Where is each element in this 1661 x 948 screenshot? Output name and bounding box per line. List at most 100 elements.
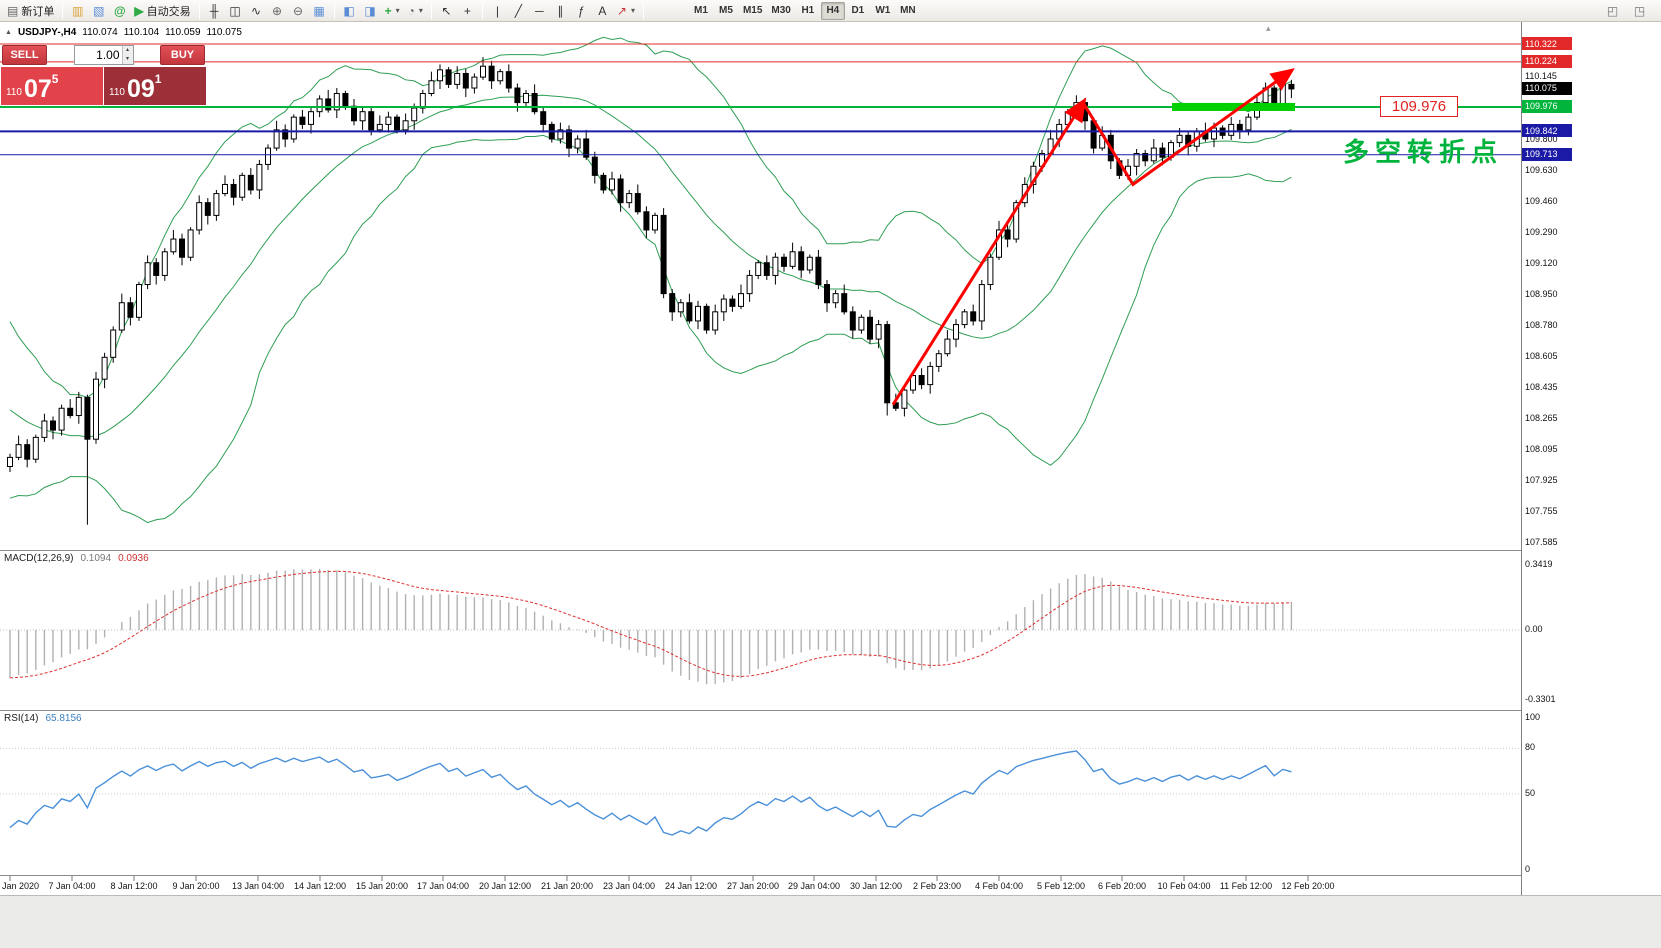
arrows-tool-button[interactable]: ↗ ▾	[614, 1, 638, 20]
time-axis-label: 9 Jan 20:00	[172, 881, 220, 891]
rsi-label: RSI(14) 65.8156	[4, 713, 82, 724]
panel-separator[interactable]	[0, 550, 1572, 551]
window-restore-icon[interactable]: ◰	[1606, 3, 1619, 18]
time-axis-label: 17 Jan 04:00	[416, 881, 470, 891]
volume-down-icon[interactable]: ▾	[122, 55, 133, 64]
buy-price-pip: 1	[154, 72, 162, 86]
arrange-charts-alt-button[interactable]: ◨	[361, 1, 380, 20]
buy-price-big: 09	[126, 75, 155, 103]
channel-tool-button[interactable]: ∥	[551, 1, 570, 20]
macd-value-signal: 0.0936	[118, 553, 149, 564]
toolbar-separator	[642, 2, 644, 19]
auto-trading-button[interactable]: ▶ 自动交易	[131, 1, 193, 20]
sell-button[interactable]: SELL	[2, 45, 47, 65]
arrange-charts-button[interactable]: ◧	[340, 1, 359, 20]
period-button[interactable]: ◔ ▾	[405, 1, 426, 20]
zoom-out-icon: ⊖	[293, 3, 304, 18]
new-order-button[interactable]: ▤ 新订单	[4, 1, 57, 20]
price-scale-label: 109.120	[1525, 257, 1558, 268]
price-scale-label: 107.755	[1525, 506, 1558, 517]
add-indicator-button[interactable]: + ▾	[382, 1, 403, 20]
profiles-icon: ▧	[93, 3, 105, 18]
time-axis-label: 10 Feb 04:00	[1157, 881, 1211, 891]
rsi-scale-80: 80	[1525, 742, 1536, 752]
line-chart-button[interactable]: ∿	[247, 1, 266, 20]
community-button[interactable]: @	[110, 1, 129, 20]
time-axis-label: 13 Jan 04:00	[231, 881, 285, 891]
ohlc-close: 110.075	[206, 27, 242, 38]
macd-value-main: 0.1094	[80, 553, 112, 564]
collapse-trade-panel-icon[interactable]: ▲	[5, 29, 12, 36]
price-scale-label: 107.585	[1525, 536, 1558, 547]
price-scale-label: 109.290	[1525, 226, 1558, 237]
timeframe-button-m15[interactable]: M15	[742, 5, 763, 16]
price-tag: 109.713	[1522, 147, 1572, 161]
crosshair-tool-button[interactable]: +	[458, 1, 477, 20]
timeframe-button-d1[interactable]: D1	[851, 5, 865, 16]
macd-scale-top: 0.3419	[1525, 559, 1553, 569]
toolbar-right-icons: ◰ ◳	[1603, 1, 1649, 20]
time-scale[interactable]: Jan 2020 7 Jan 04:00 8 Jan 12:00 9 Jan 20:0…	[0, 876, 1521, 895]
timeframe-button-m5[interactable]: M5	[719, 5, 733, 16]
vertical-line-icon: |	[495, 3, 499, 18]
vertical-line-tool-button[interactable]: |	[488, 1, 507, 20]
fibonacci-tool-button[interactable]: ƒ	[572, 1, 591, 20]
timeframe-button-m1[interactable]: M1	[694, 5, 708, 16]
cursor-tool-button[interactable]: ↖	[437, 1, 456, 20]
price-callout-label[interactable]: 109.976	[1380, 96, 1458, 117]
time-axis-label: 8 Jan 12:00	[110, 881, 158, 891]
panel-separator[interactable]	[0, 710, 1572, 711]
bar-chart-button[interactable]: ╫	[205, 1, 224, 20]
chevron-down-icon: ▾	[395, 6, 400, 15]
candlestick-chart-button[interactable]: ◫	[226, 1, 245, 20]
rsi-scale-0: 0	[1525, 864, 1531, 874]
chart-shift-marker-icon[interactable]: ▴	[1266, 23, 1271, 33]
volume-up-icon[interactable]: ▴	[122, 46, 133, 55]
profiles-button[interactable]: ▧	[89, 1, 108, 20]
zoom-in-button[interactable]: ⊕	[268, 1, 287, 20]
toolbar-separator	[333, 2, 335, 19]
price-scale[interactable]: 0.3419 0.00 -0.3301 100 80 50 0 110.145 1…	[1521, 22, 1572, 895]
rsi-scale-50: 50	[1525, 788, 1536, 798]
trend-line-tool-button[interactable]: ╱	[509, 1, 528, 20]
charts-icon: ▥	[72, 3, 84, 18]
ohlc-low: 110.059	[165, 27, 201, 38]
price-scale-label: 109.800	[1525, 133, 1558, 144]
window-arrange-icon[interactable]: ◳	[1633, 3, 1646, 18]
macd-scale-zero: 0.00	[1525, 624, 1543, 634]
timeframe-button-mn[interactable]: MN	[900, 5, 916, 16]
arrange-charts-icon: ◧	[343, 3, 355, 18]
buy-button[interactable]: BUY	[160, 45, 205, 65]
timeframe-button-h4[interactable]: H4	[820, 1, 845, 20]
turning-point-note[interactable]: 多空转折点	[1343, 137, 1504, 167]
timeframe-button-m30[interactable]: M30	[771, 5, 791, 16]
cursor-icon: ↖	[441, 3, 452, 18]
sell-price-big: 07	[23, 75, 52, 103]
tile-windows-button[interactable]: ▦	[310, 1, 329, 20]
volume-input[interactable]: 1.00 ▴ ▾	[73, 45, 134, 65]
toolbar-separator	[198, 2, 200, 19]
sell-price-display[interactable]: 110 07 5	[1, 67, 103, 105]
chevron-down-icon: ▾	[418, 6, 423, 15]
macd-label: MACD(12,26,9) 0.1094 0.0936	[4, 553, 149, 564]
price-scale-label: 108.435	[1525, 382, 1558, 393]
time-axis-label: 7 Jan 04:00	[48, 881, 96, 891]
panel-separator[interactable]	[0, 875, 1572, 876]
timeframe-button-h1[interactable]: H1	[801, 5, 815, 16]
time-axis-label: 11 Feb 12:00	[1219, 881, 1273, 891]
horizontal-line-icon: ─	[535, 3, 544, 18]
time-axis-label: 30 Jan 12:00	[849, 881, 903, 891]
chart-canvas[interactable]	[0, 22, 1521, 895]
ohlc-high: 110.104	[123, 27, 160, 38]
charts-button[interactable]: ▥	[68, 1, 87, 20]
price-scale-label: 109.460	[1525, 195, 1558, 206]
sell-price-pip: 5	[51, 72, 59, 86]
price-tag: 109.842	[1522, 124, 1572, 138]
buy-price-display[interactable]: 110 09 1	[104, 67, 206, 105]
horizontal-line-tool-button[interactable]: ─	[530, 1, 549, 20]
chart-window: ▲ USDJPY-,H4 110.074 110.104 110.059 110…	[0, 22, 1661, 948]
timeframe-button-w1[interactable]: W1	[875, 5, 891, 16]
text-tool-button[interactable]: A	[593, 1, 612, 20]
zoom-out-button[interactable]: ⊖	[289, 1, 308, 20]
